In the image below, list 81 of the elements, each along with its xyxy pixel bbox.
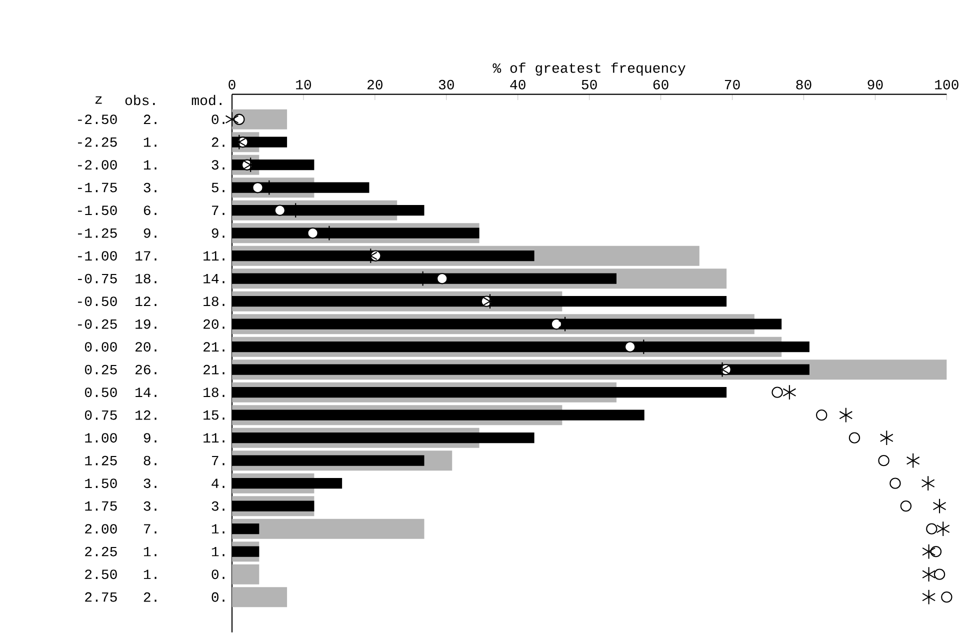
y-tick-label: 1.25: [85, 456, 117, 466]
y-tick-label: 0.75: [84, 410, 117, 420]
text: 1.: [144, 160, 156, 170]
y-tick-label: 0.00: [84, 342, 117, 352]
x-tick-label: 50: [582, 80, 597, 90]
text: 7.: [212, 206, 224, 215]
text: 1.: [144, 546, 156, 556]
text: 14.: [136, 388, 156, 397]
y-tick-label: -2.25: [78, 137, 117, 147]
x-tick-label: 10: [296, 80, 311, 90]
x-tick-label: 40: [510, 80, 526, 90]
text: 1.: [212, 546, 224, 556]
text: 1.: [144, 570, 156, 579]
text: 21.: [204, 364, 224, 374]
y-tick-label: 0.25: [84, 364, 117, 374]
y-tick-label: -1.75: [78, 182, 117, 192]
y-tick-label: -2.00: [78, 160, 117, 170]
text: 2.: [144, 114, 156, 124]
x-tick-label: 60: [653, 80, 668, 90]
text: 8.: [144, 456, 156, 466]
text: 20.: [204, 319, 224, 329]
x-tick-label: 100: [935, 80, 958, 90]
text: 17.: [136, 251, 156, 260]
y-tick-label: -1.50: [78, 206, 117, 216]
text: 9.: [144, 433, 156, 443]
text: 21.: [204, 342, 224, 352]
text: 26.: [136, 364, 156, 374]
text: 18.: [204, 388, 224, 398]
text: 1.: [212, 524, 224, 534]
text: 6.: [144, 206, 156, 216]
x-tick-label: 70: [724, 80, 740, 90]
y-tick-label: 1.75: [85, 501, 117, 511]
text: 19.: [136, 319, 156, 329]
y-tick-label: -2.50: [78, 114, 117, 124]
text: z: [95, 96, 102, 104]
x-tick-label: 20: [368, 80, 382, 90]
text: 3.: [144, 501, 156, 511]
y-tick-label: -0.25: [78, 319, 117, 329]
text: 1.: [144, 137, 156, 147]
text: 2.: [144, 592, 156, 602]
text: 0.: [212, 592, 224, 602]
x-tick-label: 90: [868, 80, 883, 90]
text: 14.: [204, 274, 224, 284]
y-tick-label: 2.25: [85, 546, 117, 556]
text: 5.: [212, 182, 224, 192]
text: 18.: [204, 296, 224, 306]
text: 12.: [136, 296, 156, 306]
x-tick-label: 30: [438, 80, 454, 90]
text: 0.: [212, 114, 224, 124]
text: mod.: [192, 94, 222, 106]
y-tick-label: -1.00: [78, 251, 117, 261]
y-tick-label: 1.00: [85, 433, 117, 443]
text: 3.: [144, 478, 156, 488]
text: 3.: [212, 501, 224, 511]
text: 2.: [212, 137, 224, 147]
y-tick-label: 0.50: [84, 388, 117, 398]
y-tick-label: -0.50: [78, 296, 117, 306]
y-tick-label: -0.75: [78, 274, 117, 284]
y-tick-label: 2.50: [85, 570, 117, 580]
text: 11.: [204, 433, 224, 442]
text: 0.: [212, 570, 224, 580]
text: 7.: [212, 456, 224, 466]
y-tick-label: 1.50: [85, 478, 117, 488]
text: 9.: [144, 228, 156, 238]
y-tick-label: -1.25: [78, 228, 117, 238]
text: 11.: [204, 251, 224, 260]
text: 3.: [144, 182, 156, 192]
y-tick-label: 2.75: [85, 592, 117, 602]
text: 3.: [212, 160, 224, 170]
text: 12.: [136, 410, 156, 420]
text: 15.: [204, 410, 224, 420]
text: obs.: [125, 94, 155, 106]
x-axis-title: % of greatest frequency: [492, 62, 686, 76]
text: 18.: [136, 274, 156, 284]
x-tick-label: 0: [228, 80, 236, 90]
x-tick-label: 80: [796, 80, 812, 90]
text: 7.: [144, 524, 156, 534]
y-tick-label: 2.00: [85, 524, 117, 534]
text: 9.: [212, 228, 224, 238]
text: 20.: [136, 342, 156, 352]
text: 4.: [212, 478, 224, 488]
